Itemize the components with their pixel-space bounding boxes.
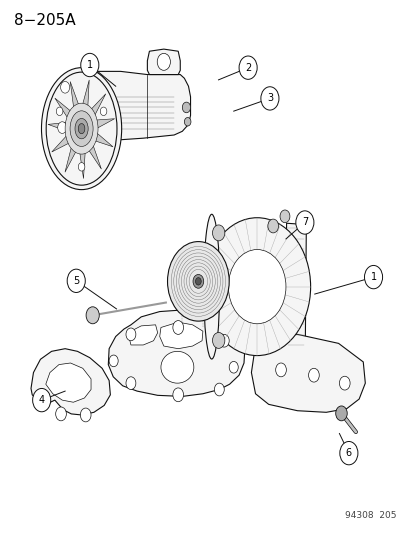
Circle shape <box>260 87 278 110</box>
Polygon shape <box>82 80 89 109</box>
Text: 1: 1 <box>370 272 376 282</box>
Ellipse shape <box>228 249 285 324</box>
Polygon shape <box>31 349 110 415</box>
Circle shape <box>339 376 349 390</box>
Ellipse shape <box>65 103 98 154</box>
Circle shape <box>126 328 135 341</box>
Circle shape <box>219 334 229 347</box>
Circle shape <box>109 355 118 367</box>
Circle shape <box>60 82 69 93</box>
Circle shape <box>184 117 190 126</box>
Polygon shape <box>55 71 190 140</box>
Circle shape <box>182 102 190 113</box>
Polygon shape <box>79 150 85 179</box>
Circle shape <box>86 307 99 324</box>
Polygon shape <box>48 123 67 131</box>
Text: 94308  205: 94308 205 <box>344 511 395 520</box>
Polygon shape <box>94 132 113 147</box>
Circle shape <box>335 406 347 421</box>
Circle shape <box>212 333 224 349</box>
Polygon shape <box>70 82 79 110</box>
Polygon shape <box>286 223 306 350</box>
Polygon shape <box>65 145 77 172</box>
Circle shape <box>33 389 51 412</box>
Circle shape <box>363 265 382 289</box>
Circle shape <box>81 53 99 77</box>
Circle shape <box>275 363 286 377</box>
Circle shape <box>57 122 66 133</box>
Circle shape <box>229 361 237 373</box>
Circle shape <box>339 441 357 465</box>
Polygon shape <box>55 98 72 119</box>
Polygon shape <box>90 94 105 117</box>
Ellipse shape <box>75 118 88 139</box>
Circle shape <box>212 225 224 241</box>
Ellipse shape <box>41 68 121 190</box>
Text: 8−205A: 8−205A <box>14 13 75 28</box>
Circle shape <box>173 388 183 402</box>
Circle shape <box>78 163 85 171</box>
Text: 5: 5 <box>73 276 79 286</box>
Text: 3: 3 <box>266 93 272 103</box>
Polygon shape <box>128 325 157 345</box>
Ellipse shape <box>78 124 85 134</box>
Polygon shape <box>52 135 70 152</box>
Polygon shape <box>108 310 244 397</box>
Circle shape <box>308 368 318 382</box>
Ellipse shape <box>167 241 229 321</box>
Ellipse shape <box>203 214 219 359</box>
Text: 1: 1 <box>87 60 93 70</box>
Circle shape <box>55 407 66 421</box>
Ellipse shape <box>192 274 203 288</box>
Circle shape <box>80 408 91 422</box>
Ellipse shape <box>203 217 310 356</box>
Text: 2: 2 <box>244 63 251 72</box>
Circle shape <box>126 377 135 390</box>
Polygon shape <box>147 49 180 75</box>
Circle shape <box>173 320 183 334</box>
Circle shape <box>295 211 313 234</box>
Circle shape <box>214 383 224 396</box>
Ellipse shape <box>161 351 193 383</box>
Text: 6: 6 <box>345 448 351 458</box>
Circle shape <box>100 107 107 116</box>
Polygon shape <box>88 143 101 169</box>
Circle shape <box>56 107 63 116</box>
Circle shape <box>238 56 256 79</box>
Text: 4: 4 <box>38 395 45 405</box>
Ellipse shape <box>70 111 93 147</box>
Circle shape <box>157 53 170 70</box>
Text: 7: 7 <box>301 217 307 228</box>
Circle shape <box>67 269 85 293</box>
Circle shape <box>267 219 278 233</box>
Circle shape <box>279 210 289 223</box>
Polygon shape <box>251 334 364 413</box>
Ellipse shape <box>195 278 201 285</box>
Polygon shape <box>46 363 91 402</box>
Circle shape <box>35 397 46 410</box>
Polygon shape <box>95 119 114 128</box>
Polygon shape <box>159 322 202 349</box>
